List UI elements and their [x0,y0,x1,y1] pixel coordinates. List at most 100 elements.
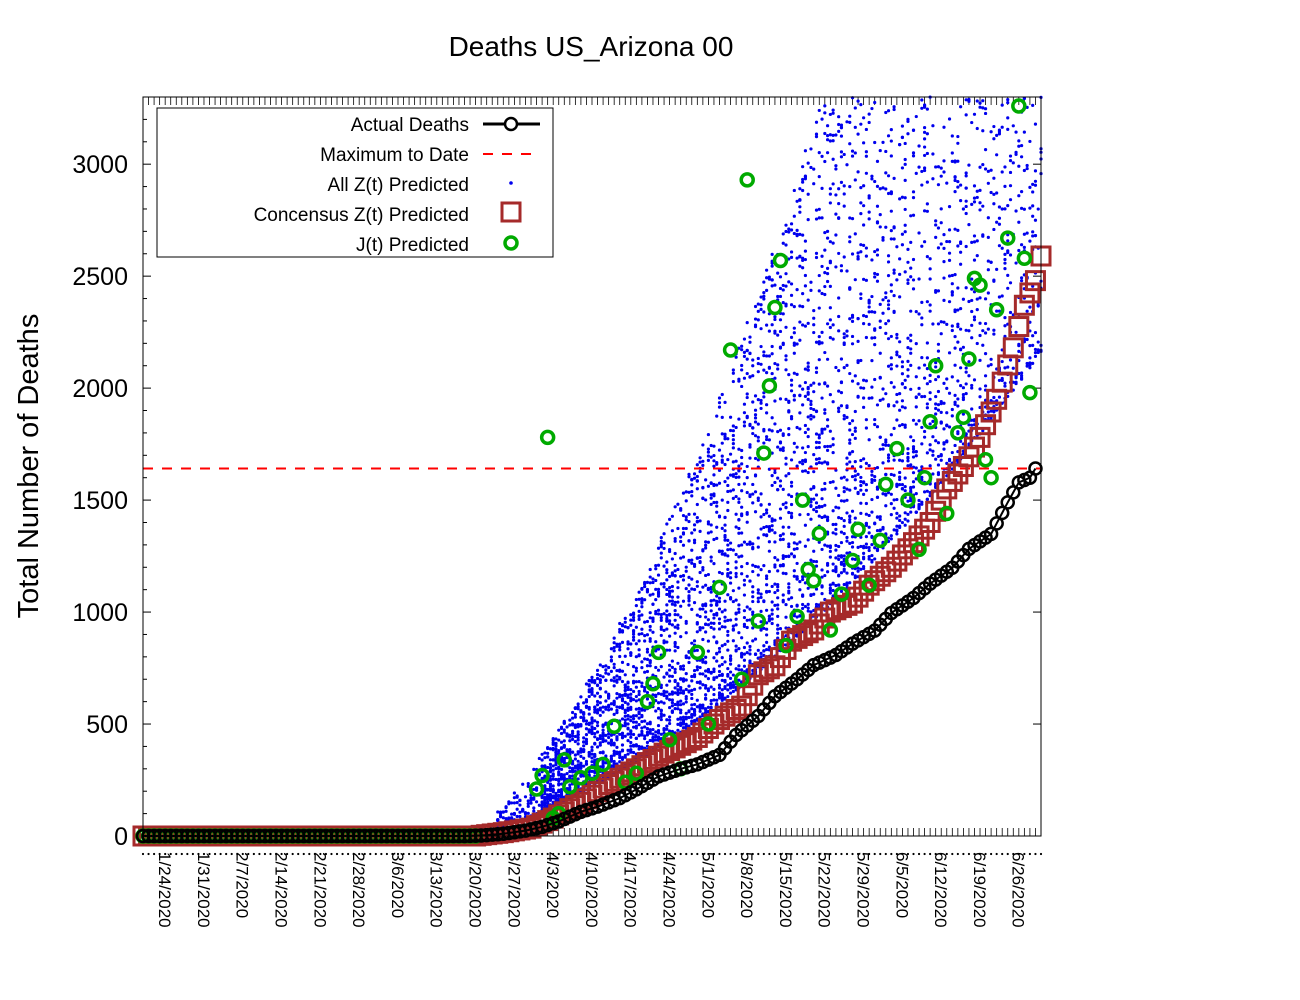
all-z-point [770,416,774,420]
all-z-point [834,556,838,560]
all-z-point [662,585,666,589]
all-z-point [1017,342,1021,346]
all-z-point [670,665,674,669]
all-z-point [809,504,813,508]
all-z-point [548,766,553,770]
all-z-point [612,646,616,650]
all-z-point [1019,190,1024,194]
all-z-point [928,277,932,281]
all-z-point [884,149,888,154]
all-z-point [712,444,716,448]
all-z-point [823,503,827,507]
all-z-point [709,493,713,497]
all-z-point [648,624,652,629]
all-z-point [773,582,777,586]
all-z-point [695,519,699,523]
all-z-point [654,649,658,653]
all-z-point [709,455,713,459]
all-z-point [964,328,968,332]
all-z-point [809,417,813,421]
all-z-point [906,260,910,264]
all-z-point [620,630,625,634]
all-z-point [731,599,735,604]
all-z-point [737,678,741,682]
all-z-point [629,735,633,739]
all-z-point [521,782,525,786]
all-z-point [720,572,724,576]
all-z-point [900,135,905,139]
all-z-point [1000,125,1004,129]
all-z-point [989,409,993,413]
x-minor-mark [790,852,793,856]
all-z-point [648,628,652,632]
x-minor-mark [984,852,987,856]
all-z-point [959,250,963,254]
all-z-point [668,692,672,696]
all-z-point [609,743,614,747]
all-z-point [837,122,841,127]
all-z-point [576,738,580,742]
all-z-point [737,497,741,501]
all-z-point [751,431,755,436]
all-z-point [740,651,744,656]
all-z-point [765,411,769,415]
all-z-point [767,354,771,358]
x-minor-mark [358,852,361,856]
x-minor-mark [291,852,294,856]
all-z-point [690,558,694,562]
all-z-point [812,182,816,186]
all-z-point [745,348,749,352]
all-z-point [676,586,680,590]
all-z-point [862,555,866,559]
all-z-point [587,770,591,774]
all-z-point [867,112,871,116]
all-z-point [914,114,918,119]
all-z-point [740,565,744,569]
all-z-point [892,105,896,109]
all-z-point [687,710,691,714]
all-z-point [726,483,730,488]
all-z-point [684,678,688,682]
all-z-point [740,344,744,348]
all-z-point [687,575,691,579]
all-z-point [831,157,835,161]
all-z-point [681,531,686,535]
all-z-point [668,718,672,722]
all-z-point [540,804,544,808]
all-z-point [939,207,943,211]
all-z-point [792,569,796,573]
all-z-point [873,140,877,145]
all-z-point [706,618,711,622]
all-z-point [615,678,619,682]
all-z-point [834,532,838,536]
all-z-point [767,529,771,533]
all-z-point [518,814,522,819]
all-z-point [665,627,669,631]
all-z-point [673,640,677,645]
all-z-point [848,216,852,220]
x-minor-mark [557,852,560,856]
all-z-point [875,515,880,519]
all-z-point [828,429,832,433]
all-z-point [964,286,968,290]
all-z-point [823,460,827,464]
all-z-point [673,612,677,617]
all-z-point [679,635,683,639]
all-z-point [825,151,830,155]
all-z-point [914,310,918,314]
all-z-point [875,425,880,429]
all-z-point [867,554,871,559]
all-z-point [562,773,566,777]
all-z-point [884,443,888,447]
all-z-point [607,741,611,745]
all-z-point [631,725,636,729]
all-z-point [898,340,902,344]
all-z-point [659,545,663,549]
all-z-point [831,509,835,513]
all-z-point [770,474,774,478]
all-z-point [850,149,855,153]
all-z-point [806,392,810,396]
x-minor-mark [507,852,510,856]
all-z-point [828,325,832,330]
all-z-point [925,367,929,371]
